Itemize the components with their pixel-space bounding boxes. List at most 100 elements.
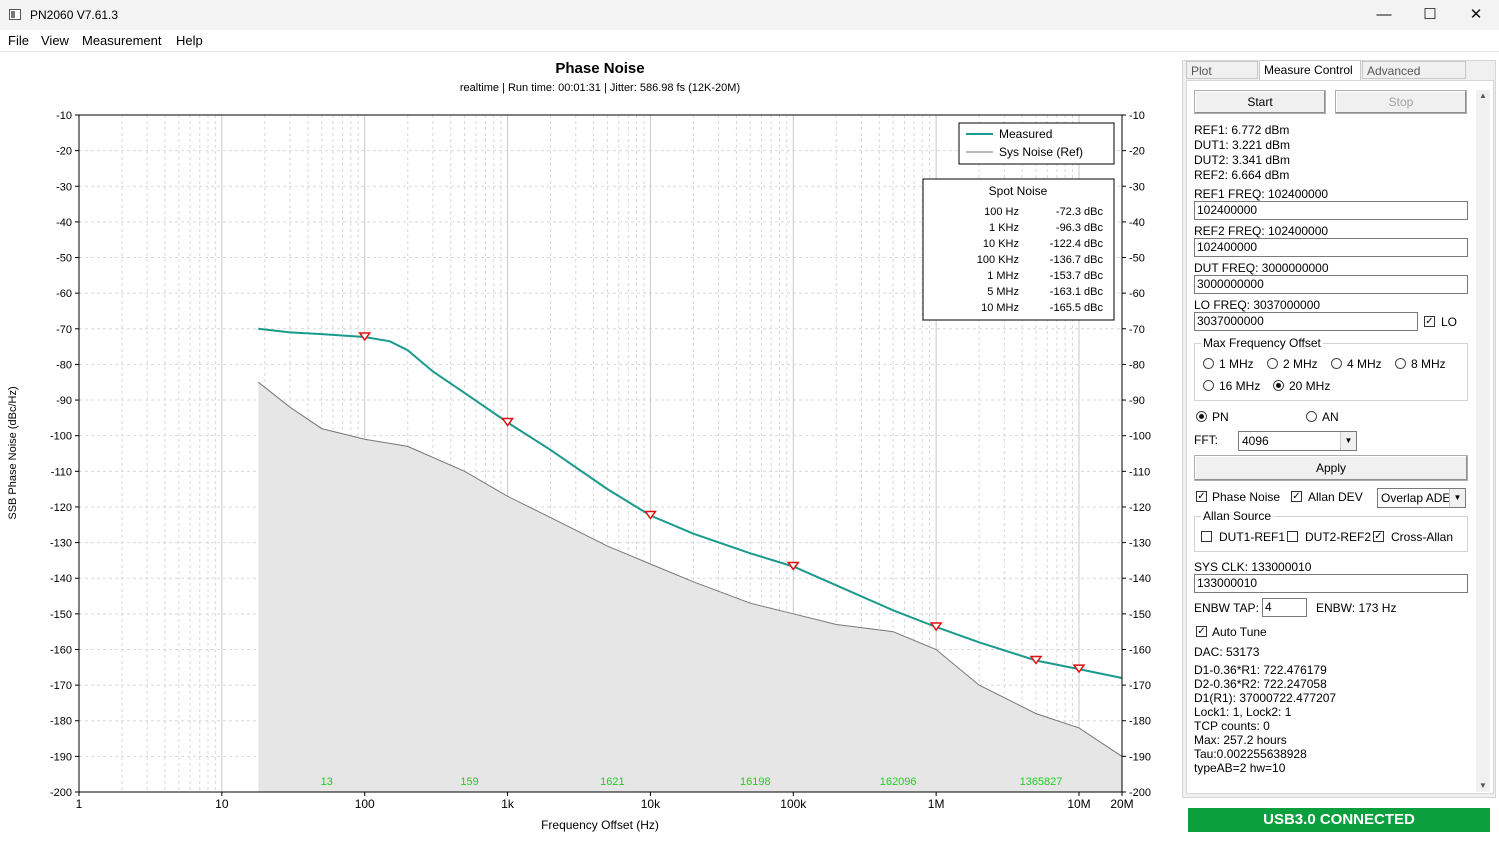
- radio-4mhz[interactable]: [1331, 358, 1342, 369]
- window-title: PN2060 V7.61.3: [30, 8, 119, 22]
- auto-tune-checkbox[interactable]: ✓: [1196, 626, 1207, 637]
- y-tick-label-right: -180: [1129, 716, 1151, 728]
- allan-dev-checkbox[interactable]: ✓: [1291, 491, 1302, 502]
- allan-source-label: Allan Source: [1201, 509, 1274, 523]
- spot-noise-value: -136.7 dBc: [1050, 254, 1104, 266]
- y-tick-label: -80: [56, 359, 72, 371]
- y-tick-label: -100: [50, 431, 72, 443]
- spot-noise-box: Spot Noise 100 Hz -72.3 dBc 1 KHz -96.3 dBc…: [922, 178, 1115, 321]
- spot-noise-freq: 1 KHz: [989, 222, 1019, 234]
- spot-noise-freq: 10 MHz: [981, 302, 1019, 314]
- close-button[interactable]: ✕: [1469, 6, 1483, 23]
- d2-value: D2-0.36*R2: 722.247058: [1194, 677, 1327, 691]
- radio-8mhz[interactable]: [1395, 358, 1406, 369]
- scroll-down-icon[interactable]: ▼: [1479, 781, 1487, 790]
- menu-measurement[interactable]: Measurement: [82, 33, 162, 48]
- radio-an-label: AN: [1322, 410, 1339, 424]
- dut2-ref2-checkbox[interactable]: [1287, 531, 1298, 542]
- maximize-button[interactable]: ☐: [1423, 6, 1437, 23]
- spot-marker: [501, 417, 515, 427]
- bin-count: 1621: [600, 776, 624, 788]
- sys-clk-input[interactable]: 133000010: [1194, 574, 1468, 593]
- phase-noise-label: Phase Noise: [1212, 490, 1281, 504]
- overlay-select[interactable]: Overlap ADEV ▼: [1377, 488, 1466, 508]
- y-tick-label: -170: [50, 680, 72, 692]
- spot-marker: [786, 561, 800, 571]
- plot-title: Phase Noise: [555, 60, 645, 77]
- menu-file[interactable]: File: [8, 33, 29, 48]
- scroll-up-icon[interactable]: ▲: [1479, 91, 1487, 100]
- start-button[interactable]: Start: [1194, 90, 1326, 114]
- dut1-ref1-checkbox[interactable]: [1201, 531, 1212, 542]
- apply-button[interactable]: Apply: [1194, 455, 1468, 481]
- y-tick-label-right: -130: [1129, 538, 1151, 550]
- tab-advanced-control[interactable]: Advanced Control: [1362, 61, 1466, 96]
- spot-marker: [1072, 664, 1086, 674]
- cross-allan-checkbox[interactable]: ✓: [1373, 531, 1384, 542]
- d1r1-value: D1(R1): 37000722.477207: [1194, 691, 1337, 705]
- y-tick-label-right: -90: [1129, 395, 1145, 407]
- phase-noise-checkbox[interactable]: ✓: [1196, 491, 1207, 502]
- tab-plot-control[interactable]: Plot Control: [1186, 61, 1258, 96]
- max-hours-value: Max: 257.2 hours: [1194, 733, 1287, 747]
- cross-allan-label: Cross-Allan: [1391, 530, 1454, 544]
- spot-noise-value: -153.7 dBc: [1050, 270, 1104, 282]
- y-tick-label-right: -40: [1129, 217, 1145, 229]
- spot-marker: [358, 332, 372, 342]
- y-tick-label-right: -120: [1129, 502, 1151, 514]
- x-tick-label: 100: [355, 797, 375, 811]
- spot-marker: [1029, 655, 1043, 665]
- ref1-freq-input[interactable]: 102400000: [1194, 201, 1468, 220]
- stop-button[interactable]: Stop: [1335, 90, 1467, 114]
- spot-marker: [643, 510, 657, 520]
- y-tick-label-right: -60: [1129, 288, 1145, 300]
- radio-pn[interactable]: [1196, 411, 1207, 422]
- radio-1mhz[interactable]: [1203, 358, 1214, 369]
- phase-noise-chart[interactable]: 13 159 1621 16198 162096 1365827 -10 -10 -20 -20…: [0, 0, 1180, 842]
- spot-noise-freq: 10 KHz: [983, 238, 1019, 250]
- y-tick-label: -110: [51, 466, 72, 478]
- spot-noise-freq: 1 MHz: [987, 270, 1019, 282]
- y-tick-label-right: -140: [1129, 573, 1151, 585]
- radio-2mhz[interactable]: [1267, 358, 1278, 369]
- radio-20mhz[interactable]: [1273, 380, 1284, 391]
- lo-checkbox[interactable]: ✓: [1424, 316, 1435, 327]
- radio-16mhz-label: 16 MHz: [1219, 379, 1261, 393]
- menu-view[interactable]: View: [41, 33, 69, 48]
- fft-value: 4096: [1242, 434, 1269, 448]
- enbw-value: ENBW: 173 Hz: [1316, 601, 1397, 615]
- chart-series: [257, 327, 1123, 757]
- spot-noise-value: -165.5 dBc: [1050, 302, 1104, 314]
- dut1-power: DUT1: 3.221 dBm: [1194, 138, 1291, 152]
- x-tick-label: 20M: [1110, 797, 1133, 811]
- auto-tune-label: Auto Tune: [1212, 625, 1267, 639]
- y-tick-label-right: -30: [1129, 181, 1145, 193]
- lo-freq-input[interactable]: 3037000000: [1194, 312, 1418, 331]
- tab-measure-control[interactable]: Measure Control: [1259, 60, 1361, 80]
- radio-16mhz[interactable]: [1203, 380, 1214, 391]
- radio-2mhz-label: 2 MHz: [1283, 357, 1318, 371]
- ref2-freq-input[interactable]: 102400000: [1194, 238, 1468, 257]
- dut-freq-input[interactable]: 3000000000: [1194, 275, 1468, 294]
- dut2-ref2-label: DUT2-REF2: [1305, 530, 1372, 544]
- panel-scrollbar[interactable]: ▲ ▼: [1476, 90, 1490, 792]
- bin-counts: 13 159 1621 16198 162096 1365827: [321, 776, 1063, 788]
- legend-measured: Measured: [999, 127, 1052, 141]
- ref-noise-fill: [258, 382, 1122, 792]
- radio-20mhz-label: 20 MHz: [1289, 379, 1331, 393]
- x-tick-label: 1k: [501, 797, 515, 811]
- x-tick-label: 10M: [1067, 797, 1090, 811]
- connection-status: USB3.0 CONNECTED: [1188, 808, 1490, 832]
- fft-select[interactable]: 4096 ▼: [1238, 431, 1357, 451]
- y-tick-label: -20: [56, 146, 72, 158]
- ref1-freq-label: REF1 FREQ: 102400000: [1194, 187, 1329, 201]
- minimize-button[interactable]: —: [1376, 6, 1392, 23]
- enbw-tap-input[interactable]: 4: [1262, 598, 1307, 617]
- overlay-value: Overlap ADEV: [1381, 491, 1459, 505]
- spot-noise-value: -163.1 dBc: [1050, 286, 1104, 298]
- y-tick-label: -60: [56, 288, 72, 300]
- spot-noise-freq: 100 KHz: [977, 254, 1019, 266]
- sys-clk-label: SYS CLK: 133000010: [1194, 560, 1312, 574]
- menu-help[interactable]: Help: [176, 33, 203, 48]
- radio-an[interactable]: [1306, 411, 1317, 422]
